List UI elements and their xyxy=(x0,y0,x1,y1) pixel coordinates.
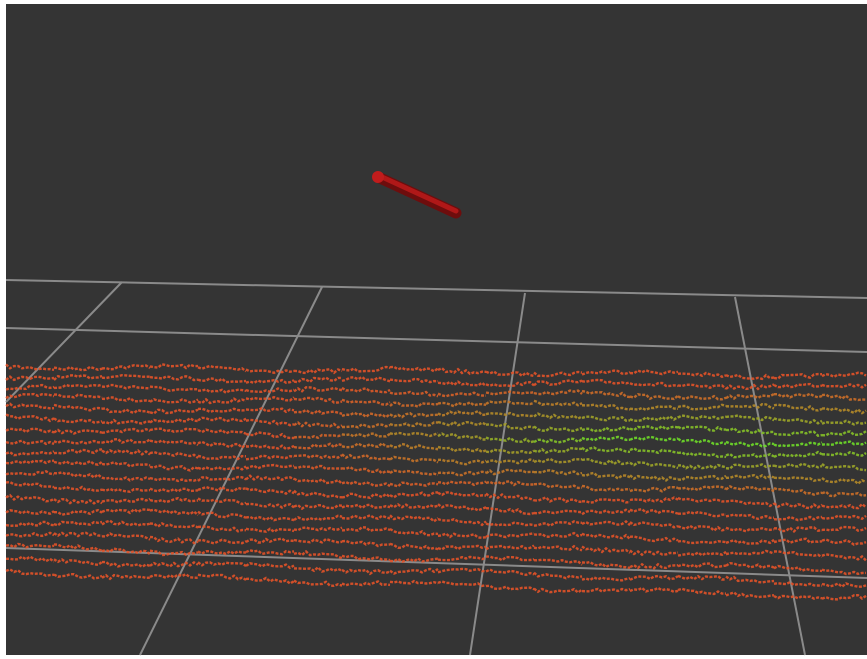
viewport-background xyxy=(6,4,867,655)
3d-viewport xyxy=(0,0,867,659)
arrow-head xyxy=(372,171,384,183)
page: (() => { JSON.parse(document.getElementB… xyxy=(0,0,867,659)
